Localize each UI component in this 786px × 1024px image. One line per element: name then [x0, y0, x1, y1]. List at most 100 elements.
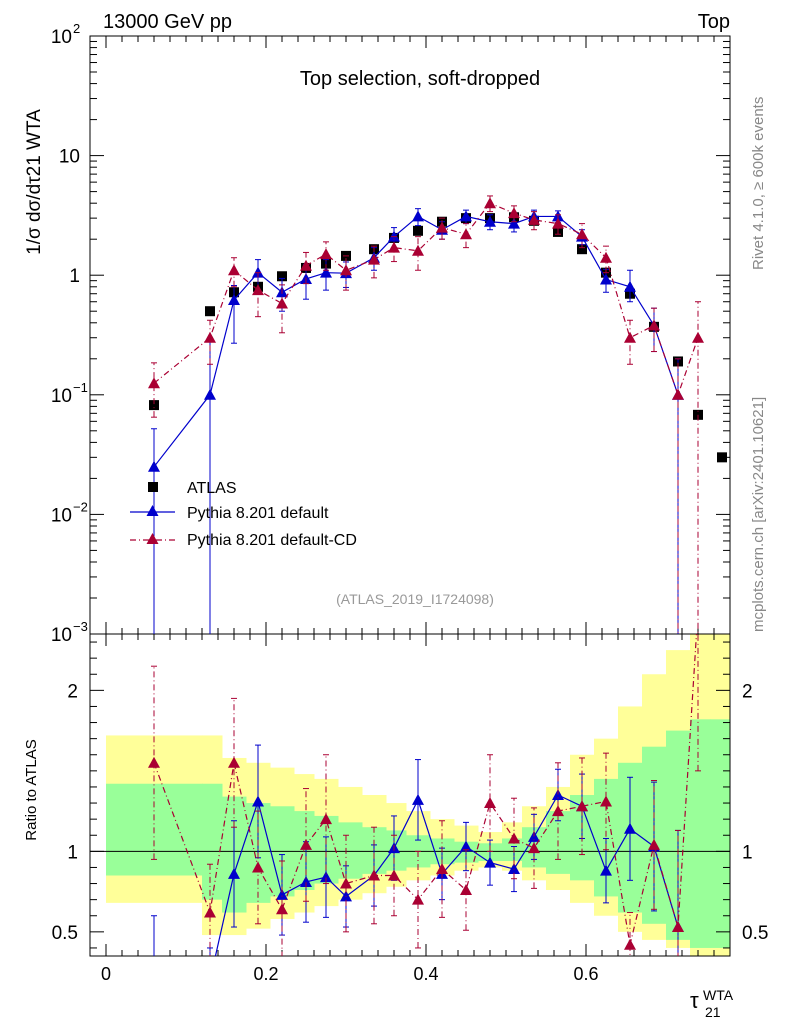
y-tick-label: 10 [59, 147, 80, 168]
point-default-cd [340, 264, 352, 276]
ratio-point-default-cd [148, 756, 160, 768]
point-default [412, 210, 424, 222]
point-default-cd [600, 251, 612, 263]
point-default [460, 210, 472, 222]
y-axis-label: 1/σ dσ/dτ21 WTA [24, 109, 45, 255]
point-default [320, 266, 332, 278]
point-default [600, 273, 612, 285]
ratio-point-default-cd [508, 832, 520, 844]
atlas-point [577, 244, 587, 255]
y-tick-label-base: 10 [51, 505, 72, 526]
ratio-point-default [320, 871, 332, 883]
point-default-cd [692, 331, 704, 343]
ratio-point-default-cd [460, 883, 472, 895]
y-tick-label: 1 [69, 266, 80, 287]
x-axis-label: τ 21 WTA [690, 987, 734, 1020]
point-default [624, 280, 636, 292]
y-tick-label-base: 10 [51, 27, 72, 48]
main-plot-frame [89, 35, 731, 635]
point-default [148, 460, 160, 472]
ratio-point-default [508, 863, 520, 875]
ratio-tick-label-right: 1 [742, 842, 753, 863]
legend-marker-default-cd [146, 533, 159, 544]
legend-label-atlas: ATLAS [187, 480, 237, 497]
x-tick-label: 0.6 [573, 964, 598, 984]
y-tick-label: 10 −3 [51, 619, 88, 646]
x-tick-label: 0.2 [253, 964, 278, 984]
point-default-cd [484, 197, 496, 209]
ratio-point-default [484, 856, 496, 868]
ratio-point-default-cd [600, 795, 612, 807]
mcplots-credit: mcplots.cern.ch [arXiv:2401.10621] [750, 397, 767, 632]
ratio-y-label: Ratio to ATLAS [23, 739, 40, 840]
ratio-point-default [148, 958, 160, 969]
x-axis-label-base: τ [690, 988, 699, 1013]
legend-label-default: Pythia 8.201 default [187, 505, 329, 522]
y-tick-label-exp: −2 [73, 499, 88, 514]
x-axis-label-sup: WTA [703, 987, 734, 1003]
ratio-tick-label-right: 0.5 [742, 923, 768, 944]
y-tick-label: 10 2 [51, 21, 80, 48]
point-default-cd [300, 259, 312, 271]
ratio-point-default-cd [368, 869, 380, 881]
ratio-tick-label: 0.5 [52, 923, 78, 944]
legend-marker-atlas [148, 482, 158, 492]
ratio-point-default-cd [412, 893, 424, 905]
band-green-bin [710, 719, 730, 948]
series-line-default [153, 215, 679, 468]
x-tick-label: 0.4 [413, 964, 438, 984]
ratio-point-default-cd [624, 938, 636, 950]
point-default-cd [576, 228, 588, 240]
ratio-tick-label-right: 2 [742, 681, 753, 702]
atlas-point [717, 452, 727, 463]
atlas-point [413, 225, 423, 236]
ratio-point-default [460, 840, 472, 852]
point-default-cd [460, 228, 472, 240]
point-default-cd [228, 264, 240, 276]
band-green-bin [338, 822, 363, 879]
main-plot-marks [148, 195, 727, 634]
ratio-point-default-cd [388, 869, 400, 881]
point-default-cd [204, 331, 216, 343]
ratio-point-default-cd [436, 863, 448, 875]
point-default-cd [552, 217, 564, 229]
ratio-point-default-cd [320, 813, 332, 825]
legend-marker-default [146, 505, 159, 516]
y-tick-label-base: 10 [51, 625, 72, 646]
ratio-point-default-cd [204, 906, 216, 918]
ratio-tick-label: 1 [67, 842, 78, 863]
atlas-point [205, 306, 215, 317]
ratio-point-default-cd [340, 877, 352, 889]
analysis-id: (ATLAS_2019_I1724098) [336, 591, 494, 607]
ratio-point-default-cd [276, 903, 288, 915]
band-green-bin [502, 838, 523, 862]
x-tick-label: 0 [101, 964, 111, 984]
atlas-point [277, 271, 287, 282]
ratio-point-default-cd [552, 805, 564, 817]
y-tick-label-exp: −1 [73, 380, 88, 395]
point-default [204, 388, 216, 400]
band-green-bin [202, 783, 223, 900]
ratio-point-default [300, 875, 312, 887]
point-default-cd [276, 297, 288, 309]
ratio-point-default [624, 822, 636, 834]
ratio-line-default [214, 794, 679, 956]
y-tick-label-exp: −3 [73, 619, 88, 634]
ratio-point-default [276, 888, 288, 900]
ratio-point-default-cd [648, 838, 660, 850]
point-default-cd [436, 221, 448, 233]
point-default-cd [320, 248, 332, 260]
legend: ATLAS Pythia 8.201 default Pythia 8.201 … [130, 480, 357, 549]
point-default-cd [624, 331, 636, 343]
point-default-cd [648, 319, 660, 331]
y-tick-label-base: 10 [51, 386, 72, 407]
y-tick-label-base: 10 [59, 147, 80, 168]
ratio-point-default [552, 789, 564, 800]
band-green-bin [690, 719, 711, 948]
atlas-point [149, 400, 159, 411]
ratio-point-default-cd [252, 861, 264, 873]
ratio-plot-marks [148, 634, 701, 969]
legend-label-default-cd: Pythia 8.201 default-CD [187, 532, 357, 549]
ratio-tick-label: 2 [67, 681, 78, 702]
